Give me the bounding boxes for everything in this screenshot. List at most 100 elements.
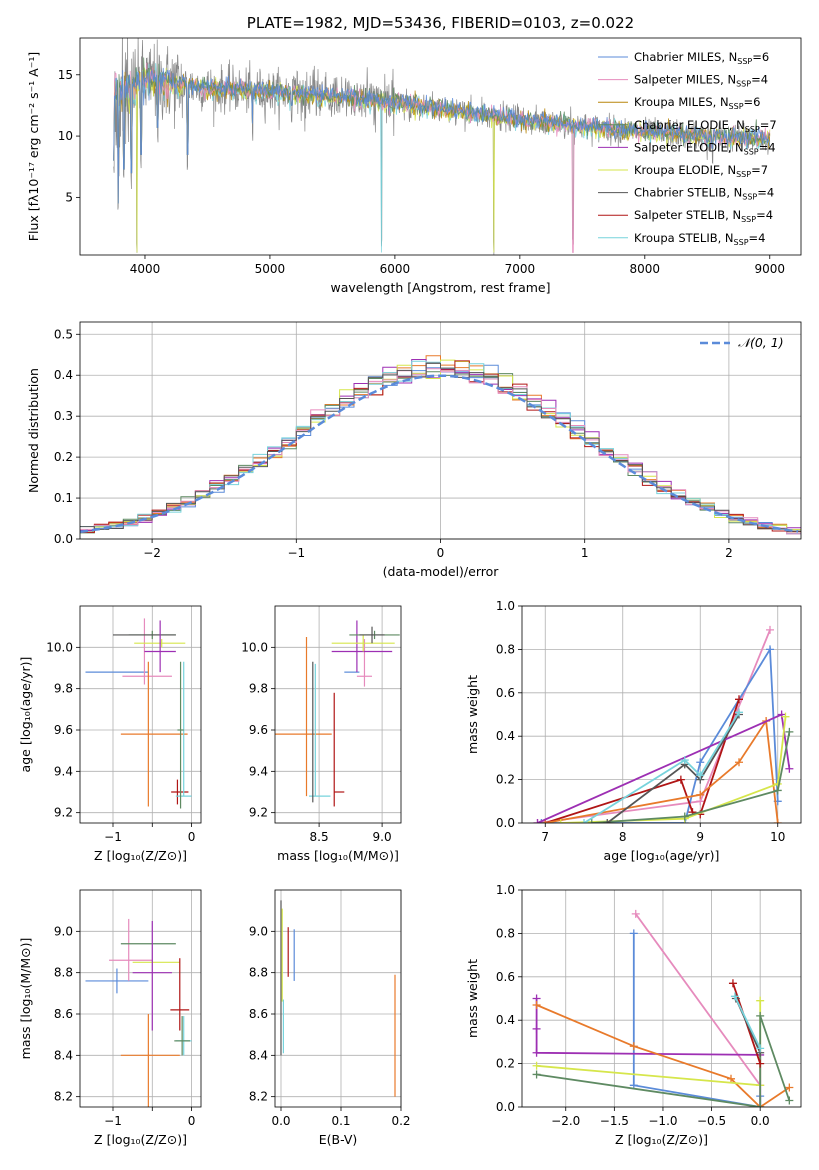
x-tick-label: 9: [696, 830, 704, 844]
x-tick-label: 6000: [380, 262, 411, 276]
x-tick-label: 9.0: [373, 830, 392, 844]
y-tick-label: 9.6: [249, 723, 268, 737]
weight-marker: [756, 1011, 765, 1020]
y-tick-label: 0.0: [54, 532, 73, 546]
plot-area: [85, 918, 192, 1107]
plot-area: [280, 900, 396, 1097]
chart-title: PLATE=1982, MJD=53436, FIBERID=0103, z=0…: [247, 14, 634, 32]
x-axis-label: mass [log₁₀(M/M⊙)]: [277, 848, 399, 863]
x-tick-label: 0.1: [331, 1114, 350, 1128]
weight-marker: [556, 819, 565, 823]
weight-marker: [580, 819, 588, 823]
normal-curve-line: [80, 374, 799, 534]
errorbar-point: [175, 661, 192, 797]
errorbar-point: [331, 634, 395, 652]
panel-mass-vs-ebv: 0.0 0.1 0.2 8.2 8.4 8.6 8.8 9.0 E(B-V): [249, 889, 411, 1147]
x-axis-label: (data-model)/error: [383, 564, 500, 579]
weight-marker: [533, 819, 542, 823]
legend-eq: =6: [744, 95, 761, 109]
weight-marker: [766, 645, 774, 654]
y-axis-label: Normed distribution: [26, 368, 41, 493]
legend-sub: SSP: [736, 170, 751, 179]
y-tick-label: 5: [65, 190, 73, 204]
y-tick-label: 0.8: [496, 642, 515, 656]
y-tick-label: 0.4: [496, 729, 515, 743]
legend-sub: SSP: [729, 102, 744, 111]
axes-frame: [521, 889, 802, 1108]
y-tick-label: 0.4: [54, 368, 73, 382]
plot-area: [113, 38, 771, 255]
weight-marker: [532, 1061, 541, 1070]
x-tick-label: 0.0: [751, 1114, 770, 1128]
y-tick-label: 8.4: [54, 1048, 73, 1062]
legend-text: Chabrier ELODIE, N: [634, 118, 745, 132]
legend-eq: =4: [756, 208, 773, 222]
legend-text: Chabrier STELIB, N: [634, 186, 742, 200]
errorbar-point: [356, 639, 373, 687]
errorbar-point: [275, 637, 332, 797]
plot-area: [532, 909, 794, 1107]
weight-series-line: [591, 731, 791, 823]
model-spectrum-line: [113, 67, 771, 204]
errorbar-point: [132, 921, 172, 1031]
x-tick-label: 5000: [255, 262, 286, 276]
legend-entry: Salpeter STELIB, NSSP=4: [634, 208, 773, 224]
x-axis-label: wavelength [Angstrom, rest frame]: [330, 280, 550, 295]
weight-marker: [727, 1074, 736, 1083]
axes-frame: [79, 605, 202, 824]
y-tick-label: 0.6: [496, 686, 515, 700]
y-tick-label: 10.0: [241, 640, 268, 654]
y-axis-label: Flux [fλ10⁻¹⁷ erg cm⁻² s⁻¹ A⁻¹]: [26, 52, 41, 241]
legend-text: Kroupa ELODIE, N: [634, 163, 736, 177]
x-tick-label: 0.2: [391, 1114, 410, 1128]
x-tick-label: −2.0: [551, 1114, 580, 1128]
legend-sub: SSP: [742, 193, 757, 202]
legend-text: Salpeter STELIB, N: [634, 208, 741, 222]
legend-sub: SSP: [736, 80, 751, 89]
x-axis-label: age [log₁₀(age/yr)]: [604, 848, 720, 863]
plot-area: [80, 355, 801, 535]
errorbar-point: [171, 779, 189, 805]
y-tick-label: 8.6: [249, 1007, 268, 1021]
y-tick-label: 9.0: [249, 924, 268, 938]
y-tick-label: 0.1: [54, 491, 73, 505]
weight-marker: [532, 1024, 541, 1033]
weight-marker: [756, 1044, 765, 1053]
weight-marker: [756, 996, 765, 1005]
weight-marker: [631, 909, 640, 918]
axes-frame: [521, 605, 802, 824]
x-tick-label: −2: [143, 546, 161, 560]
weight-marker: [680, 812, 689, 821]
legend-sub: SSP: [744, 147, 759, 156]
x-tick-label: 0: [437, 546, 445, 560]
x-tick-label: −1: [104, 830, 122, 844]
y-tick-label: 9.2: [54, 806, 73, 820]
legend-eq: =7: [760, 118, 777, 132]
weight-series-line: [606, 714, 740, 823]
x-axis-label: E(B-V): [319, 1132, 358, 1147]
y-tick-label: 9.8: [249, 682, 268, 696]
y-tick-label: 0.5: [54, 327, 73, 341]
y-tick-label: 9.2: [249, 806, 268, 820]
legend-text: Kroupa MILES, N: [634, 95, 729, 109]
y-tick-label: 0.2: [496, 773, 515, 787]
axes-frame: [79, 37, 802, 256]
legend-text: Kroupa STELIB, N: [634, 231, 734, 245]
errorbar-point: [177, 661, 184, 809]
x-tick-label: 8.5: [310, 830, 329, 844]
weight-marker: [629, 1042, 638, 1051]
x-axis-label: Z [log₁₀(Z/Z⊙)]: [94, 848, 187, 863]
legend: 𝒩(0, 1): [700, 335, 784, 350]
panel-residuals: −2 −1 0 1 2 0.0 0.1 0.2 0.3 0.4 0.5 (data-model)/er…: [26, 321, 802, 579]
model-spectrum-line: [113, 62, 771, 253]
weight-marker: [728, 979, 737, 988]
errorbar-point: [333, 692, 345, 807]
y-tick-label: 0.2: [496, 1057, 515, 1071]
x-tick-label: 0.0: [271, 1114, 290, 1128]
y-axis-label: mass [log₁₀(M/M⊙)]: [18, 938, 33, 1060]
x-tick-label: −1: [104, 1114, 122, 1128]
plot-area: [85, 618, 192, 809]
legend-entry: Kroupa STELIB, NSSP=4: [634, 231, 765, 247]
x-tick-label: −1: [287, 546, 305, 560]
